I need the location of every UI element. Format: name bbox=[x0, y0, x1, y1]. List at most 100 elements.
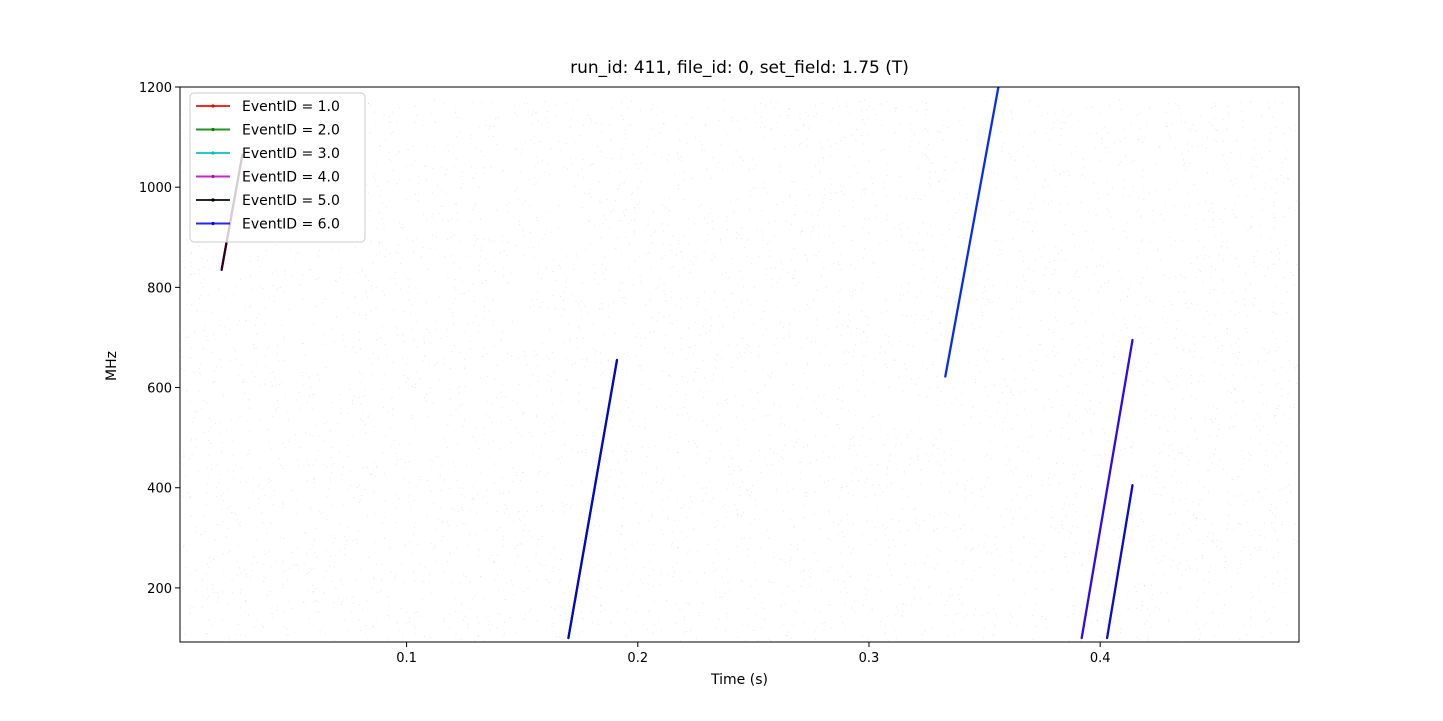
noise-point bbox=[1211, 462, 1213, 464]
noise-point bbox=[919, 420, 921, 422]
noise-point bbox=[1236, 140, 1238, 142]
noise-point bbox=[879, 590, 881, 592]
noise-point bbox=[1043, 187, 1045, 189]
noise-point bbox=[842, 226, 844, 228]
noise-point bbox=[1218, 254, 1220, 256]
noise-point bbox=[339, 271, 341, 273]
noise-point bbox=[1146, 380, 1148, 382]
noise-point bbox=[372, 262, 374, 264]
noise-point bbox=[1227, 491, 1229, 493]
noise-point bbox=[678, 609, 680, 611]
noise-point bbox=[538, 268, 540, 270]
noise-point bbox=[435, 456, 437, 458]
noise-point bbox=[565, 142, 567, 144]
noise-point bbox=[466, 322, 468, 324]
noise-point bbox=[873, 359, 875, 361]
noise-point bbox=[923, 520, 925, 522]
noise-point bbox=[1221, 364, 1223, 366]
noise-point bbox=[519, 224, 521, 226]
noise-point bbox=[341, 601, 343, 603]
noise-point bbox=[823, 365, 825, 367]
noise-point bbox=[788, 271, 790, 273]
noise-point bbox=[908, 282, 910, 284]
noise-point bbox=[266, 532, 268, 534]
noise-point bbox=[1015, 301, 1017, 303]
noise-point bbox=[843, 186, 845, 188]
noise-point bbox=[322, 439, 324, 441]
noise-point bbox=[676, 604, 678, 606]
noise-point bbox=[861, 135, 863, 137]
noise-point bbox=[212, 383, 214, 385]
noise-point bbox=[1041, 112, 1043, 114]
noise-point bbox=[950, 448, 952, 450]
noise-point bbox=[548, 307, 550, 309]
noise-point bbox=[1290, 491, 1292, 493]
noise-point bbox=[823, 197, 825, 199]
noise-point bbox=[532, 247, 534, 249]
noise-point bbox=[544, 234, 546, 236]
noise-point bbox=[1209, 122, 1211, 124]
noise-point bbox=[738, 233, 740, 235]
noise-point bbox=[347, 526, 349, 528]
noise-point bbox=[387, 411, 389, 413]
noise-point bbox=[793, 526, 795, 528]
plot-background bbox=[180, 87, 1299, 642]
noise-point bbox=[182, 260, 184, 262]
noise-point bbox=[1242, 127, 1244, 129]
noise-point bbox=[776, 487, 778, 489]
noise-point bbox=[1184, 121, 1186, 123]
noise-point bbox=[450, 255, 452, 257]
noise-point bbox=[450, 236, 452, 238]
noise-point bbox=[1136, 114, 1138, 116]
noise-point bbox=[240, 607, 242, 609]
noise-point bbox=[833, 445, 835, 447]
noise-point bbox=[1275, 338, 1277, 340]
noise-point bbox=[885, 101, 887, 103]
noise-point bbox=[838, 264, 840, 266]
noise-point bbox=[485, 529, 487, 531]
noise-point bbox=[1035, 588, 1037, 590]
noise-point bbox=[1188, 205, 1190, 207]
noise-point bbox=[1097, 292, 1099, 294]
noise-point bbox=[382, 406, 384, 408]
noise-point bbox=[685, 123, 687, 125]
noise-point bbox=[255, 317, 257, 319]
noise-point bbox=[381, 218, 383, 220]
noise-point bbox=[725, 516, 727, 518]
noise-point bbox=[1264, 182, 1266, 184]
noise-point bbox=[1198, 638, 1200, 640]
noise-point bbox=[1103, 266, 1105, 268]
noise-point bbox=[258, 312, 260, 314]
noise-point bbox=[970, 550, 972, 552]
noise-point bbox=[1227, 112, 1229, 114]
noise-point bbox=[461, 280, 463, 282]
noise-point bbox=[592, 435, 594, 437]
noise-point bbox=[580, 329, 582, 331]
noise-point bbox=[713, 471, 715, 473]
noise-point bbox=[1168, 188, 1170, 190]
noise-point bbox=[1273, 529, 1275, 531]
noise-point bbox=[834, 192, 836, 194]
noise-point bbox=[1012, 177, 1014, 179]
noise-point bbox=[1023, 537, 1025, 539]
noise-point bbox=[454, 278, 456, 280]
noise-point bbox=[945, 246, 947, 248]
noise-point bbox=[924, 277, 926, 279]
noise-point bbox=[1157, 250, 1159, 252]
noise-point bbox=[855, 267, 857, 269]
noise-point bbox=[903, 294, 905, 296]
noise-point bbox=[1163, 274, 1165, 276]
noise-point bbox=[1238, 352, 1240, 354]
noise-point bbox=[1141, 518, 1143, 520]
noise-point bbox=[728, 558, 730, 560]
noise-point bbox=[778, 165, 780, 167]
noise-point bbox=[777, 101, 779, 103]
noise-point bbox=[1065, 259, 1067, 261]
noise-point bbox=[418, 183, 420, 185]
noise-point bbox=[1101, 143, 1103, 145]
noise-point bbox=[241, 364, 243, 366]
noise-point bbox=[910, 315, 912, 317]
noise-point bbox=[830, 539, 832, 541]
noise-point bbox=[367, 416, 369, 418]
noise-point bbox=[813, 299, 815, 301]
